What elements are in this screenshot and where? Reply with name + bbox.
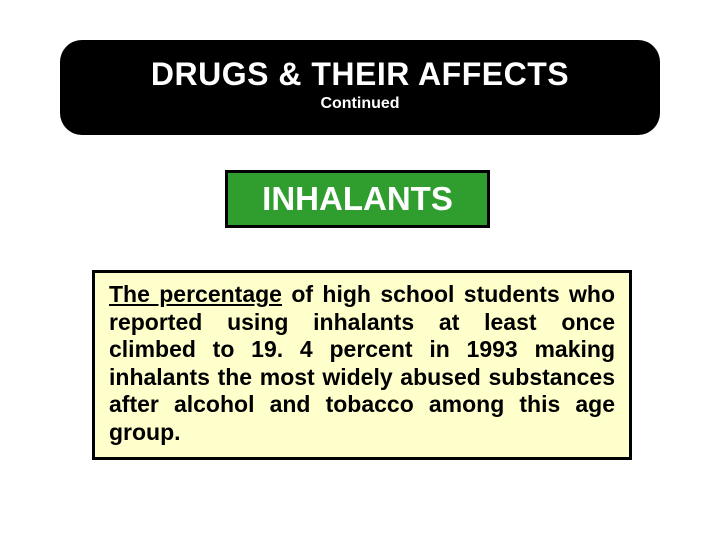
title-subtitle: Continued (60, 95, 660, 113)
section-label: INHALANTS (225, 170, 490, 228)
title-band: DRUGS & THEIR AFFECTS Continued (60, 40, 660, 135)
title-main: DRUGS & THEIR AFFECTS (60, 56, 660, 93)
body-panel: The percentage of high school students w… (92, 270, 632, 460)
body-lead-underline: The percentage (109, 281, 282, 307)
body-text: The percentage of high school students w… (109, 281, 615, 447)
